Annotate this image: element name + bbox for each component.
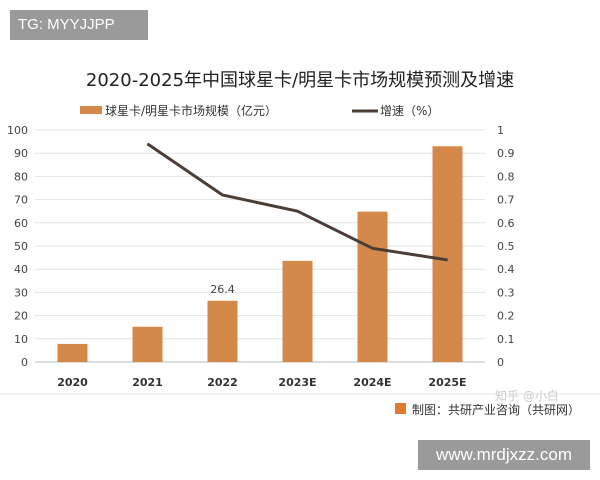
watermark: 知乎 @小白	[495, 388, 559, 403]
y-right-tick-label: 0.2	[497, 310, 515, 323]
y-right-tick-label: 0.8	[497, 170, 515, 183]
y-left-tick-label: 0	[21, 356, 28, 369]
y-left-tick-label: 20	[14, 310, 28, 323]
source-logo-icon	[395, 403, 406, 414]
source-text: 制图：共研产业咨询（共研网）	[412, 402, 580, 417]
y-left-tick-label: 10	[14, 333, 28, 346]
y-left-tick-label: 80	[14, 170, 28, 183]
bar	[57, 343, 88, 362]
bar	[132, 326, 163, 362]
x-tick-label: 2023E	[278, 376, 316, 389]
site-label: www.mrdjxzz.com	[418, 440, 590, 470]
y-right-tick-label: 0	[497, 356, 504, 369]
y-right-tick-label: 0.3	[497, 286, 515, 299]
x-tick-label: 2021	[132, 376, 163, 389]
legend-bar-label: 球星卡/明星卡市场规模（亿元）	[105, 103, 277, 118]
legend-line-label: 增速（%）	[380, 104, 439, 118]
bar	[207, 300, 238, 362]
y-right-tick-label: 0.4	[497, 263, 515, 276]
bar	[432, 146, 463, 362]
y-left-tick-label: 60	[14, 217, 28, 230]
y-right-tick-label: 0.7	[497, 194, 515, 207]
y-left-tick-label: 100	[7, 124, 28, 137]
x-tick-label: 2025E	[428, 376, 466, 389]
y-right-tick-label: 0.6	[497, 217, 515, 230]
y-right-tick-label: 1	[497, 124, 504, 137]
bar	[282, 260, 313, 362]
growth-line	[146, 142, 448, 262]
y-left-tick-label: 50	[14, 240, 28, 253]
x-tick-label: 2022	[207, 376, 238, 389]
x-tick-label: 2020	[57, 376, 88, 389]
data-label: 26.4	[210, 283, 235, 296]
y-left-tick-label: 30	[14, 286, 28, 299]
legend-bar-swatch	[80, 106, 102, 114]
y-left-tick-label: 90	[14, 147, 28, 160]
bar	[357, 211, 388, 362]
y-right-tick-label: 0.1	[497, 333, 515, 346]
y-right-tick-label: 0.5	[497, 240, 515, 253]
chart-title: 2020-2025年中国球星卡/明星卡市场规模预测及增速	[86, 70, 514, 91]
x-tick-label: 2024E	[353, 376, 391, 389]
y-left-tick-label: 70	[14, 194, 28, 207]
tg-label: TG: MYYJJPP	[10, 10, 148, 40]
y-right-tick-label: 0.9	[497, 147, 515, 160]
y-left-tick-label: 40	[14, 263, 28, 276]
